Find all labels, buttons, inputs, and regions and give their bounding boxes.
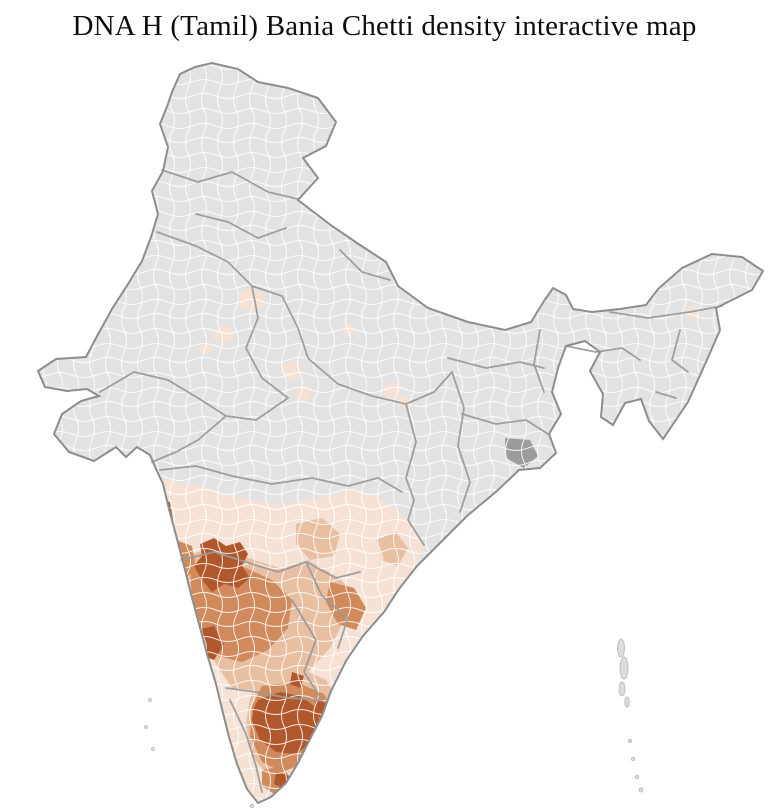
island[interactable] <box>624 696 630 708</box>
map-title: DNA H (Tamil) Bania Chetti density inter… <box>72 10 697 42</box>
island[interactable] <box>151 747 155 751</box>
island[interactable] <box>144 725 148 729</box>
lakshadweep-islands[interactable] <box>144 698 254 809</box>
island[interactable] <box>638 787 644 793</box>
island[interactable] <box>617 638 625 658</box>
island[interactable] <box>249 804 254 809</box>
island[interactable] <box>631 757 636 762</box>
state-borders <box>99 169 723 793</box>
island[interactable] <box>148 698 152 702</box>
island[interactable] <box>618 681 626 697</box>
density-region-tn-coast-district[interactable] <box>304 748 318 764</box>
island[interactable] <box>619 656 629 680</box>
island[interactable] <box>628 739 633 744</box>
andaman-nicobar-islands[interactable] <box>617 638 644 793</box>
island[interactable] <box>634 774 640 780</box>
